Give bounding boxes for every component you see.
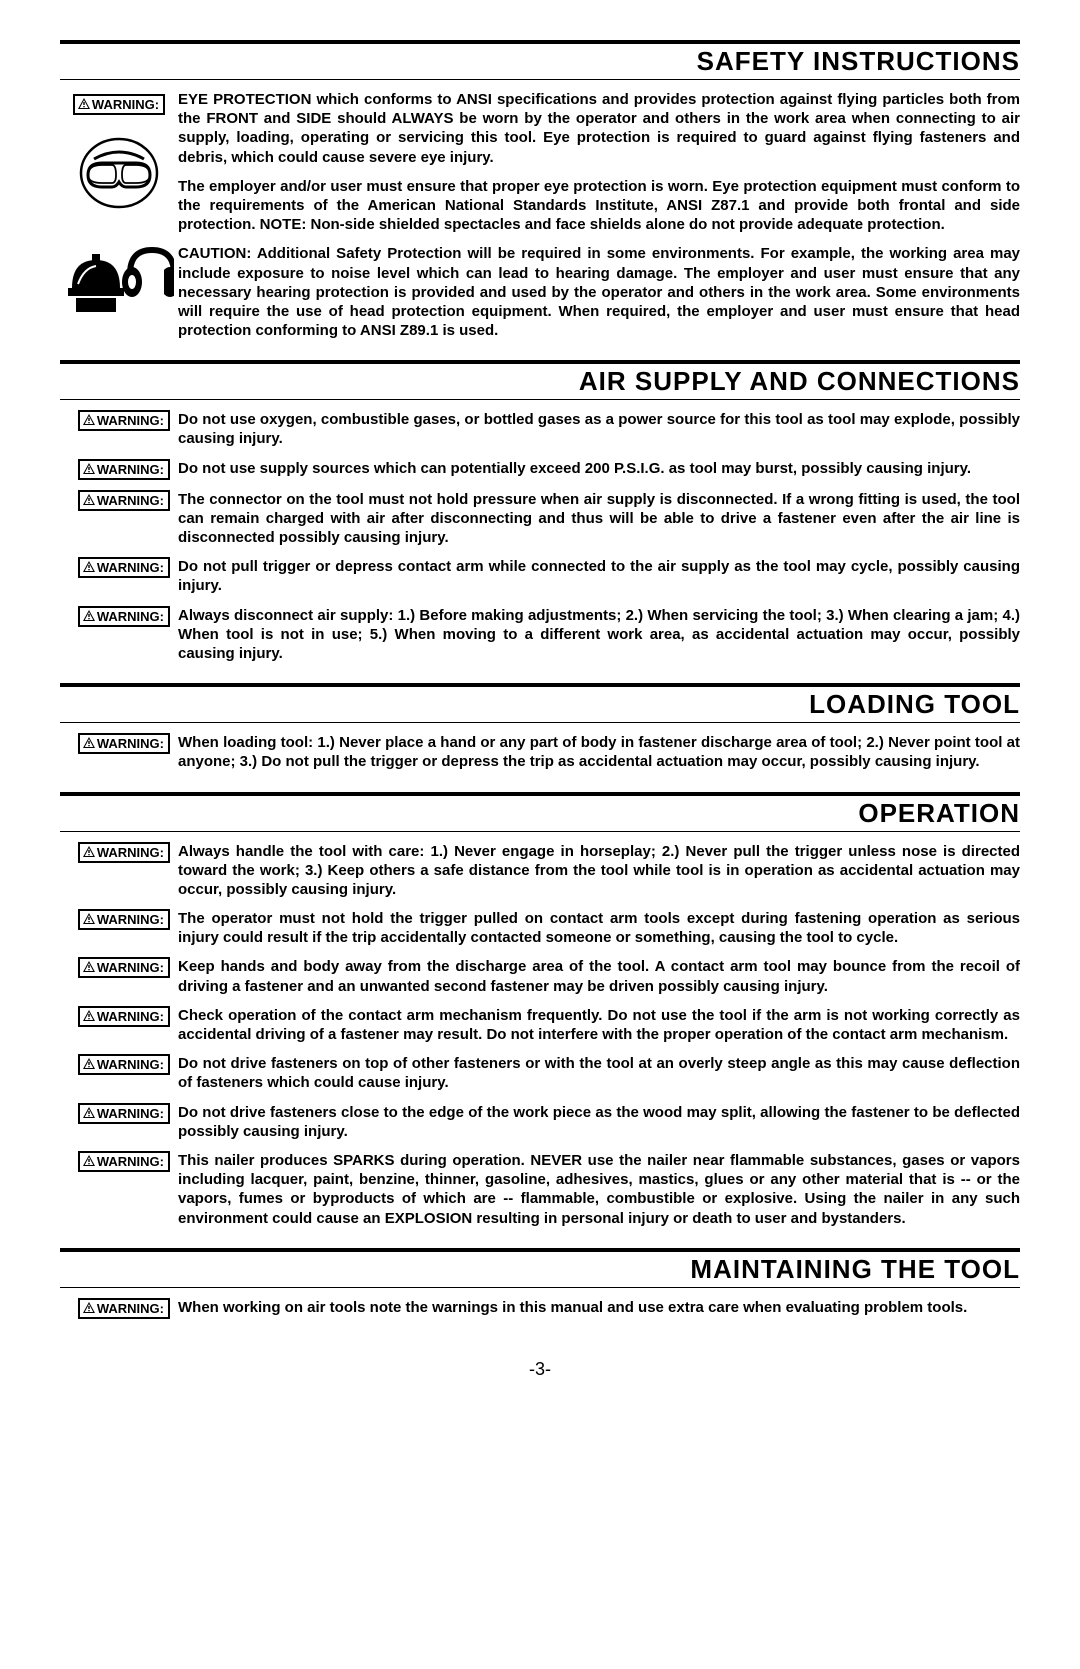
warning-triangle-icon (83, 610, 95, 623)
warning-triangle-icon (83, 737, 95, 750)
label-column: WARNING: (60, 909, 178, 930)
warning-text: Always disconnect air supply: 1.) Before… (178, 606, 1020, 664)
warning-label: WARNING: (78, 1103, 170, 1124)
warning-row: WARNING: When loading tool: 1.) Never pla… (60, 733, 1020, 771)
label-column: WARNING: (60, 1298, 178, 1319)
safety-icons: WARNING: (60, 90, 178, 325)
section-title: AIR SUPPLY AND CONNECTIONS (60, 360, 1020, 400)
warning-label: WARNING: (78, 842, 170, 863)
warning-triangle-icon (78, 98, 90, 111)
warning-text: Do not pull trigger or depress contact a… (178, 557, 1020, 595)
warning-triangle-icon (83, 846, 95, 859)
hearing-hardhat-icon (64, 240, 174, 320)
label-column: WARNING: (60, 459, 178, 480)
warning-label: WARNING: (78, 1006, 170, 1027)
warning-row: WARNING: Always disconnect air supply: 1.… (60, 606, 1020, 664)
warning-row: WARNING: When working on air tools note t… (60, 1298, 1020, 1319)
warning-triangle-icon (83, 1058, 95, 1071)
label-column: WARNING: (60, 1151, 178, 1172)
warning-row: WARNING: Do not drive fasteners close to … (60, 1103, 1020, 1141)
safety-row: WARNING: EYE PROTECTION which conforms to… (60, 90, 1020, 340)
warning-text: When loading tool: 1.) Never place a han… (178, 733, 1020, 771)
warning-row: WARNING: Always handle the tool with care… (60, 842, 1020, 900)
label-column: WARNING: (60, 842, 178, 863)
warning-label: WARNING: (73, 94, 165, 115)
warning-row: WARNING: Do not use oxygen, combustible g… (60, 410, 1020, 448)
page-number: -3- (60, 1359, 1020, 1380)
warning-triangle-icon (83, 913, 95, 926)
warning-row: WARNING: The operator must not hold the t… (60, 909, 1020, 947)
warning-triangle-icon (83, 561, 95, 574)
label-column: WARNING: (60, 1103, 178, 1124)
label-column: WARNING: (60, 557, 178, 578)
warning-text: Do not drive fasteners close to the edge… (178, 1103, 1020, 1141)
warning-text: This nailer produces SPARKS during opera… (178, 1151, 1020, 1228)
warning-triangle-icon (83, 414, 95, 427)
page-content: SAFETY INSTRUCTIONS WARNING: EYE PROTECTIO… (60, 40, 1020, 1380)
warning-text: Do not drive fasteners on top of other f… (178, 1054, 1020, 1092)
warning-label: WARNING: (78, 733, 170, 754)
warning-label: WARNING: (78, 490, 170, 511)
goggles-icon (74, 135, 164, 215)
warning-triangle-icon (83, 494, 95, 507)
warning-text: Keep hands and body away from the discha… (178, 957, 1020, 995)
label-column: WARNING: (60, 1054, 178, 1075)
warning-triangle-icon (83, 463, 95, 476)
warning-text: When working on air tools note the warni… (178, 1298, 1020, 1317)
section-title: LOADING TOOL (60, 683, 1020, 723)
label-column: WARNING: (60, 490, 178, 511)
warning-triangle-icon (83, 1155, 95, 1168)
warning-label: WARNING: (78, 1054, 170, 1075)
warning-row: WARNING: Do not pull trigger or depress c… (60, 557, 1020, 595)
label-column: WARNING: (60, 1006, 178, 1027)
warning-label: WARNING: (78, 909, 170, 930)
warning-row: WARNING: The connector on the tool must n… (60, 490, 1020, 548)
warning-text: Always handle the tool with care: 1.) Ne… (178, 842, 1020, 900)
warning-text: Do not use oxygen, combustible gases, or… (178, 410, 1020, 448)
section-title: OPERATION (60, 792, 1020, 832)
warning-label: WARNING: (78, 1298, 170, 1319)
warning-label: WARNING: (78, 957, 170, 978)
warning-label: WARNING: (78, 459, 170, 480)
label-column: WARNING: (60, 957, 178, 978)
warning-label: WARNING: (78, 606, 170, 627)
warning-row: WARNING: Check operation of the contact a… (60, 1006, 1020, 1044)
warning-text: Check operation of the contact arm mecha… (178, 1006, 1020, 1044)
warning-text: EYE PROTECTION which conforms to ANSI sp… (178, 90, 1020, 167)
warning-text: Do not use supply sources which can pote… (178, 459, 1020, 478)
warning-label: WARNING: (78, 557, 170, 578)
warning-text: The connector on the tool must not hold … (178, 490, 1020, 548)
warning-text: The operator must not hold the trigger p… (178, 909, 1020, 947)
warning-row: WARNING: Keep hands and body away from th… (60, 957, 1020, 995)
warning-row: WARNING: Do not use supply sources which … (60, 459, 1020, 480)
label-column: WARNING: (60, 733, 178, 754)
warning-triangle-icon (83, 961, 95, 974)
warning-triangle-icon (83, 1302, 95, 1315)
warning-label: WARNING: (78, 1151, 170, 1172)
warning-triangle-icon (83, 1107, 95, 1120)
label-column: WARNING: (60, 410, 178, 431)
warning-row: WARNING: This nailer produces SPARKS duri… (60, 1151, 1020, 1228)
warning-triangle-icon (83, 1010, 95, 1023)
section-title: SAFETY INSTRUCTIONS (60, 40, 1020, 80)
label-column: WARNING: (60, 606, 178, 627)
warning-label: WARNING: (78, 410, 170, 431)
warning-text: The employer and/or user must ensure tha… (178, 177, 1020, 235)
warning-text: CAUTION: Additional Safety Protection wi… (178, 244, 1020, 340)
warning-row: WARNING: Do not drive fasteners on top of… (60, 1054, 1020, 1092)
section-title: MAINTAINING THE TOOL (60, 1248, 1020, 1288)
